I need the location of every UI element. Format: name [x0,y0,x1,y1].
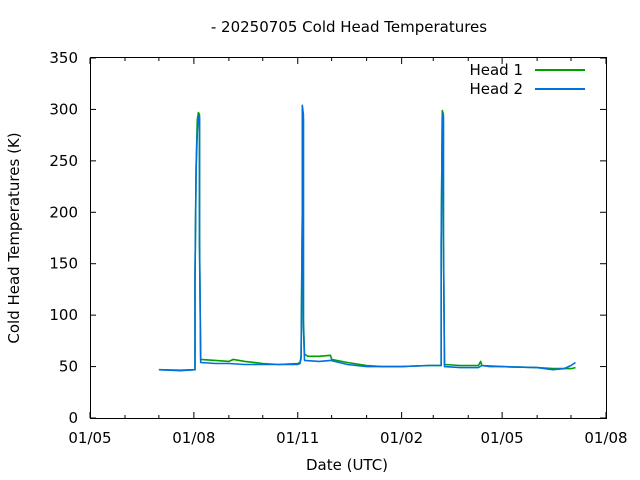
y-tick-label: 200 [49,203,78,221]
x-tick-label: 01/08 [172,429,215,447]
x-tick-label: 01/08 [584,429,627,447]
series-line-head-1 [158,106,576,372]
plot-area [158,104,576,372]
x-tick-label: 01/02 [380,429,423,447]
y-tick-label: 250 [49,152,78,170]
chart-title: - 20250705 Cold Head Temperatures [211,18,487,36]
y-tick-label: 100 [49,306,78,324]
y-axis: 0 50 100 150 200 250 300 350 [49,49,606,427]
y-tick-label: 0 [68,409,78,427]
x-axis-label: Date (UTC) [306,456,388,474]
x-axis: 01/05 01/08 01/11 01/02 01/05 01/08 [68,58,628,447]
x-tick-label: 01/05 [68,429,111,447]
x-tick-label: 01/05 [481,429,524,447]
plot-frame [90,57,607,419]
y-axis-label: Cold Head Temperatures (K) [5,132,23,343]
y-tick-label: 150 [49,255,78,273]
legend-label: Head 1 [469,61,523,79]
series-line-head-2 [158,104,576,372]
legend-label: Head 2 [469,80,523,98]
y-tick-label: 300 [49,100,78,118]
x-tick-label: 01/11 [276,429,319,447]
y-tick-label: 50 [59,358,78,376]
y-tick-label: 350 [49,49,78,67]
